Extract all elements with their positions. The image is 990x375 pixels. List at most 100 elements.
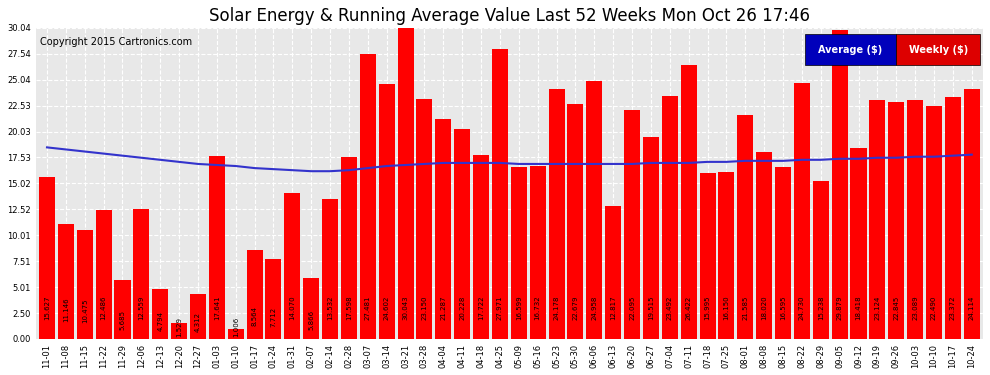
Bar	[398, 28, 414, 339]
Bar	[115, 280, 131, 339]
Text: 15.627: 15.627	[44, 296, 50, 320]
Bar	[379, 84, 395, 339]
Bar	[738, 116, 753, 339]
Text: Weekly ($): Weekly ($)	[909, 45, 968, 55]
Text: 24.178: 24.178	[553, 296, 559, 320]
Bar	[643, 137, 659, 339]
FancyBboxPatch shape	[896, 34, 980, 65]
Text: 5.685: 5.685	[120, 310, 126, 330]
Text: 4.794: 4.794	[157, 312, 163, 332]
Text: 5.866: 5.866	[308, 310, 314, 330]
Text: 27.481: 27.481	[365, 296, 371, 320]
Bar	[850, 148, 866, 339]
Text: 15.238: 15.238	[818, 296, 824, 320]
Text: 24.602: 24.602	[384, 296, 390, 320]
Text: 23.372: 23.372	[949, 296, 956, 320]
Text: 12.486: 12.486	[101, 296, 107, 320]
Text: 24.730: 24.730	[799, 296, 805, 320]
Bar	[888, 102, 904, 339]
Bar	[303, 278, 319, 339]
Bar	[624, 110, 641, 339]
Text: 7.712: 7.712	[270, 307, 276, 327]
Text: 21.287: 21.287	[441, 296, 446, 320]
Text: 4.312: 4.312	[195, 312, 201, 332]
Text: 27.971: 27.971	[497, 296, 503, 320]
Bar	[775, 167, 791, 339]
Bar	[209, 156, 225, 339]
Bar	[454, 129, 470, 339]
Bar	[152, 289, 168, 339]
Bar	[548, 88, 564, 339]
Bar	[359, 54, 376, 339]
Text: 16.595: 16.595	[780, 296, 786, 320]
Bar	[530, 166, 545, 339]
Text: 23.492: 23.492	[667, 296, 673, 320]
Bar	[171, 323, 187, 339]
Text: 1.006: 1.006	[233, 317, 239, 338]
Text: 1.529: 1.529	[176, 316, 182, 337]
Bar	[134, 209, 149, 339]
Text: 23.124: 23.124	[874, 296, 880, 320]
Bar	[661, 96, 678, 339]
Bar	[77, 231, 93, 339]
Bar	[926, 106, 942, 339]
Text: 10.475: 10.475	[82, 298, 88, 322]
Text: 21.585: 21.585	[742, 296, 748, 320]
Text: 22.490: 22.490	[931, 296, 937, 320]
Text: 22.845: 22.845	[893, 296, 899, 320]
Text: 17.598: 17.598	[346, 296, 352, 320]
Bar	[322, 199, 339, 339]
Bar	[869, 99, 885, 339]
Text: 12.559: 12.559	[139, 296, 145, 320]
Text: 15.995: 15.995	[705, 296, 711, 320]
Bar	[96, 210, 112, 339]
Text: 14.070: 14.070	[289, 296, 295, 320]
Text: 18.418: 18.418	[855, 296, 861, 320]
Bar	[756, 152, 772, 339]
Bar	[586, 81, 602, 339]
Bar	[436, 118, 451, 339]
Text: 8.564: 8.564	[251, 306, 257, 326]
Text: 20.228: 20.228	[459, 296, 465, 320]
Text: 16.732: 16.732	[535, 296, 541, 320]
Bar	[284, 193, 300, 339]
Text: 22.095: 22.095	[629, 296, 635, 320]
Bar	[417, 99, 433, 339]
Text: 23.089: 23.089	[912, 296, 918, 320]
Bar	[794, 83, 810, 339]
Bar	[963, 89, 980, 339]
Text: 11.146: 11.146	[63, 297, 69, 322]
Title: Solar Energy & Running Average Value Last 52 Weeks Mon Oct 26 17:46: Solar Energy & Running Average Value Las…	[209, 7, 810, 25]
Text: 23.150: 23.150	[422, 296, 428, 320]
Text: 30.043: 30.043	[403, 296, 409, 320]
Text: Average ($): Average ($)	[819, 45, 883, 55]
Bar	[907, 100, 923, 339]
Text: 17.641: 17.641	[214, 296, 220, 320]
Bar	[681, 65, 697, 339]
Bar	[228, 328, 244, 339]
Text: 26.422: 26.422	[686, 296, 692, 320]
Text: Copyright 2015 Cartronics.com: Copyright 2015 Cartronics.com	[41, 37, 192, 47]
Bar	[944, 97, 961, 339]
Text: 24.958: 24.958	[591, 296, 597, 320]
Bar	[605, 206, 621, 339]
Bar	[39, 177, 55, 339]
Bar	[813, 181, 829, 339]
Bar	[700, 173, 716, 339]
Bar	[492, 50, 508, 339]
Text: 16.599: 16.599	[516, 296, 522, 320]
Bar	[247, 250, 262, 339]
Text: 13.532: 13.532	[327, 296, 333, 320]
Bar	[473, 156, 489, 339]
Bar	[567, 104, 583, 339]
Text: 12.817: 12.817	[610, 296, 616, 320]
Text: 24.114: 24.114	[969, 296, 975, 320]
Bar	[341, 157, 357, 339]
Bar	[832, 30, 847, 339]
Bar	[719, 172, 735, 339]
Text: 19.515: 19.515	[647, 296, 654, 320]
Text: 29.879: 29.879	[837, 296, 842, 320]
Bar	[57, 224, 74, 339]
Bar	[265, 259, 281, 339]
Text: 18.020: 18.020	[761, 296, 767, 320]
